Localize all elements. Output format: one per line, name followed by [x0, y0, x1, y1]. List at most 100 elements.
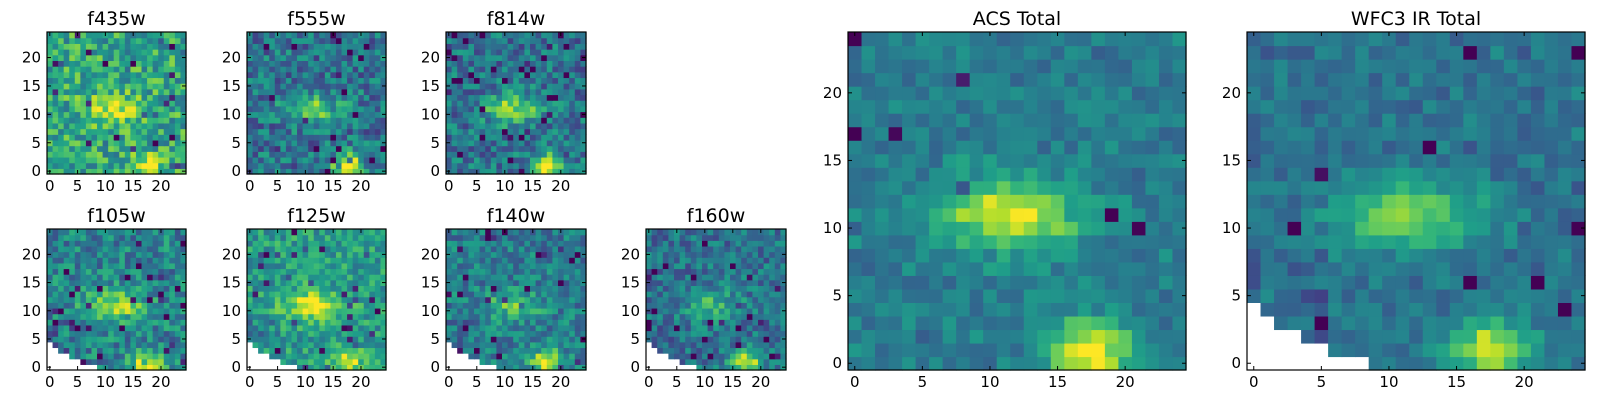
heatmap-cell — [274, 313, 281, 320]
heatmap-cell — [507, 307, 514, 315]
heatmap-cell — [52, 83, 59, 90]
heatmap-cell — [274, 66, 281, 73]
heatmap-cell — [668, 285, 675, 292]
heatmap-cell — [702, 307, 709, 315]
heatmap-cell — [341, 307, 348, 315]
heatmap-cell — [685, 341, 692, 349]
heatmap-cell — [69, 145, 76, 152]
heatmap-cell — [285, 32, 293, 39]
heatmap-cell — [358, 37, 365, 44]
heatmap-cell — [724, 245, 731, 253]
heatmap-cell — [774, 245, 781, 253]
heatmap-cell — [774, 302, 781, 309]
heatmap-cell — [119, 341, 126, 349]
heatmap-cell — [474, 71, 481, 79]
heatmap-cell — [530, 245, 537, 253]
heatmap-cell — [702, 245, 709, 253]
heatmap-cell — [347, 279, 354, 286]
heatmap-cell — [180, 94, 187, 101]
heatmap-cell — [668, 279, 675, 286]
heatmap-cell — [269, 168, 276, 175]
heatmap-cell — [130, 162, 137, 169]
heatmap-cell — [1131, 221, 1147, 236]
heatmap-cell — [462, 313, 469, 320]
heatmap-cell — [758, 285, 765, 292]
heatmap-cell — [502, 313, 509, 320]
heatmap-cell — [1050, 329, 1065, 344]
heatmap-cell — [763, 274, 770, 281]
heatmap-cell — [163, 49, 170, 56]
heatmap-cell — [446, 324, 453, 332]
heatmap-cell — [530, 336, 537, 343]
heatmap-cell — [97, 341, 104, 349]
heatmap-cell — [308, 151, 315, 158]
heatmap-cell — [247, 262, 254, 270]
heatmap-cell — [1131, 261, 1147, 276]
heatmap-cell — [80, 60, 87, 67]
heatmap-cell — [702, 279, 709, 286]
heatmap-cell — [746, 353, 753, 360]
heatmap-cell — [546, 307, 553, 315]
heatmap-cell — [313, 336, 320, 343]
heatmap-cell — [518, 330, 525, 337]
y-tick-label: 0 — [231, 358, 241, 376]
heatmap-cell — [888, 329, 903, 344]
heatmap-cell — [474, 49, 481, 56]
heatmap-cell — [569, 37, 576, 44]
heatmap-cell — [741, 279, 748, 286]
heatmap-cell — [651, 229, 658, 236]
heatmap-cell — [52, 111, 59, 118]
heatmap-cell — [1131, 126, 1147, 141]
heatmap-cell — [47, 71, 54, 79]
heatmap-cell — [363, 364, 370, 371]
heatmap-cell — [685, 324, 692, 332]
heatmap-cell — [285, 234, 293, 241]
heatmap-cell — [502, 330, 509, 337]
heatmap-cell — [530, 60, 537, 67]
heatmap-cell — [69, 88, 76, 96]
heatmap-cell — [258, 94, 265, 101]
heatmap-cell — [308, 156, 315, 164]
heatmap-cell — [462, 88, 469, 96]
heatmap-cell — [291, 145, 298, 152]
heatmap-cell — [574, 291, 581, 298]
heatmap-cell — [102, 94, 109, 101]
heatmap-cell — [685, 229, 692, 236]
heatmap-cell — [530, 134, 537, 141]
heatmap-cell — [347, 49, 354, 56]
heatmap-cell — [374, 105, 382, 113]
heatmap-cell — [1118, 167, 1133, 182]
heatmap-cell — [479, 83, 486, 90]
heatmap-cell — [69, 324, 76, 332]
heatmap-cell — [580, 302, 587, 309]
heatmap-cell — [63, 54, 70, 61]
heatmap-cell — [80, 168, 87, 175]
heatmap-cell — [552, 32, 559, 39]
heatmap-cell — [690, 330, 697, 337]
heatmap-cell — [769, 274, 776, 281]
heatmap-cell — [163, 291, 170, 298]
heatmap-cell — [313, 162, 320, 169]
heatmap-cell — [308, 168, 315, 175]
heatmap-cell — [942, 140, 957, 155]
heatmap-cell — [524, 279, 531, 286]
heatmap-cell — [74, 128, 81, 135]
heatmap-cell — [530, 307, 537, 315]
heatmap-cell — [685, 358, 692, 365]
heatmap-cell — [380, 37, 387, 44]
heatmap-cell — [457, 162, 464, 169]
heatmap-cell — [535, 307, 542, 315]
heatmap-cell — [530, 77, 537, 84]
heatmap-cell — [446, 71, 453, 79]
heatmap-cell — [335, 43, 343, 50]
heatmap-cell — [91, 324, 98, 332]
heatmap-cell — [690, 353, 697, 360]
heatmap-cell — [507, 347, 514, 354]
heatmap-cell — [530, 83, 537, 90]
heatmap-cell — [996, 302, 1011, 317]
heatmap-cell — [902, 207, 917, 222]
heatmap-cell — [330, 60, 337, 67]
heatmap-cell — [174, 111, 182, 118]
heatmap-cell — [174, 134, 182, 141]
heatmap-cell — [574, 234, 581, 241]
